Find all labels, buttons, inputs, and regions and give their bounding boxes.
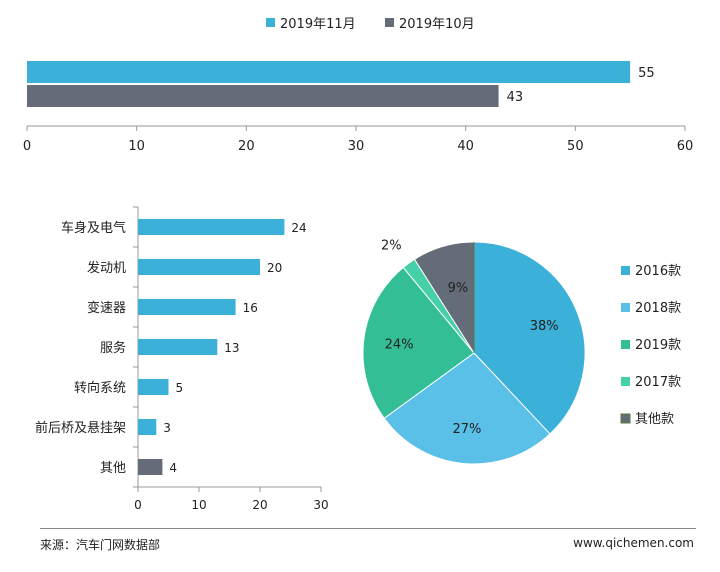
parts-bar-chart: 车身及电气 24 发动机 20 变速器 16 服务 13 转向系统 5 前后桥及悬挂架 3 其他 4 0 10… [35,206,329,512]
legend-label-nov: 2019年11月 [280,17,356,32]
top-x-tick-label: 30 [348,139,365,154]
parts-category-label: 转向系统 [74,380,126,396]
legend-label-oct: 2019年10月 [399,17,475,32]
site-url: www.qichemen.com [573,536,694,550]
parts-category-label: 发动机 [87,260,126,276]
pie-legend-swatch [621,377,630,386]
top-bar-nov [27,61,631,83]
top-bar-chart: 55 43 0 10 20 30 40 50 60 [23,61,693,154]
top-bar-value-nov: 55 [638,66,655,81]
parts-x-tick-label: 0 [134,498,142,512]
legend-swatch-nov [266,18,275,27]
pie-legend-label: 2018款 [635,301,681,316]
parts-category-label: 变速器 [87,300,126,316]
parts-category-label: 服务 [100,340,126,356]
top-x-tick-label: 20 [238,139,255,154]
parts-bar-value: 24 [291,221,306,235]
legend-swatch-oct [385,18,394,27]
parts-bar-value: 5 [176,381,184,395]
parts-bar [138,339,218,355]
pie-legend-label: 2017款 [635,375,681,390]
top-bar-value-oct: 43 [507,90,524,105]
parts-bar [138,259,260,275]
pie-legend-label: 2019款 [635,338,681,353]
pie-legend-label: 2016款 [635,264,681,279]
parts-x-tick-label: 10 [191,498,206,512]
pie-legend-swatch [620,413,631,424]
top-bar-oct [27,85,499,107]
footer-divider [40,528,696,529]
parts-bar-value: 3 [163,421,171,435]
pie-legend-swatch [621,303,630,312]
parts-bar [138,419,157,435]
top-x-tick-label: 10 [128,139,145,154]
source-note: 来源：汽车门网数据部 [40,538,161,552]
parts-x-tick-label: 20 [252,498,267,512]
pie-value-label: 9% [448,281,469,296]
parts-bar [138,459,163,475]
top-x-tick-label: 60 [677,139,694,154]
parts-bar-value: 4 [169,461,177,475]
pie-slice [383,352,551,465]
parts-bar-value: 13 [224,341,239,355]
parts-bar [138,219,285,235]
parts-category-label: 前后桥及悬挂架 [35,420,126,436]
pie-legend-swatch [621,266,630,275]
pie-slice [362,266,475,419]
parts-bar [138,299,236,315]
pie-legend-label: 其他款 [635,412,674,427]
pie-value-label: 38% [530,319,559,334]
parts-bar-value: 20 [267,261,282,275]
pie-legend-swatch [621,340,630,349]
pie-value-label: 24% [385,338,414,353]
pie-value-label: 2% [381,238,402,253]
top-x-tick-label: 50 [567,139,584,154]
pie-slice [473,241,586,435]
parts-x-tick-label: 30 [313,498,328,512]
parts-category-label: 车身及电气 [61,220,126,236]
top-x-tick-label: 40 [457,139,474,154]
parts-bar [138,379,169,395]
model-year-pie-chart: 38% 27% 24% 2% 9% [362,238,586,465]
parts-bar-value: 16 [243,301,258,315]
pie-value-label: 27% [452,422,481,437]
top-legend: 2019年11月 2019年10月 [266,17,475,32]
top-x-tick-label: 0 [23,139,31,154]
parts-category-label: 其他 [100,461,126,476]
